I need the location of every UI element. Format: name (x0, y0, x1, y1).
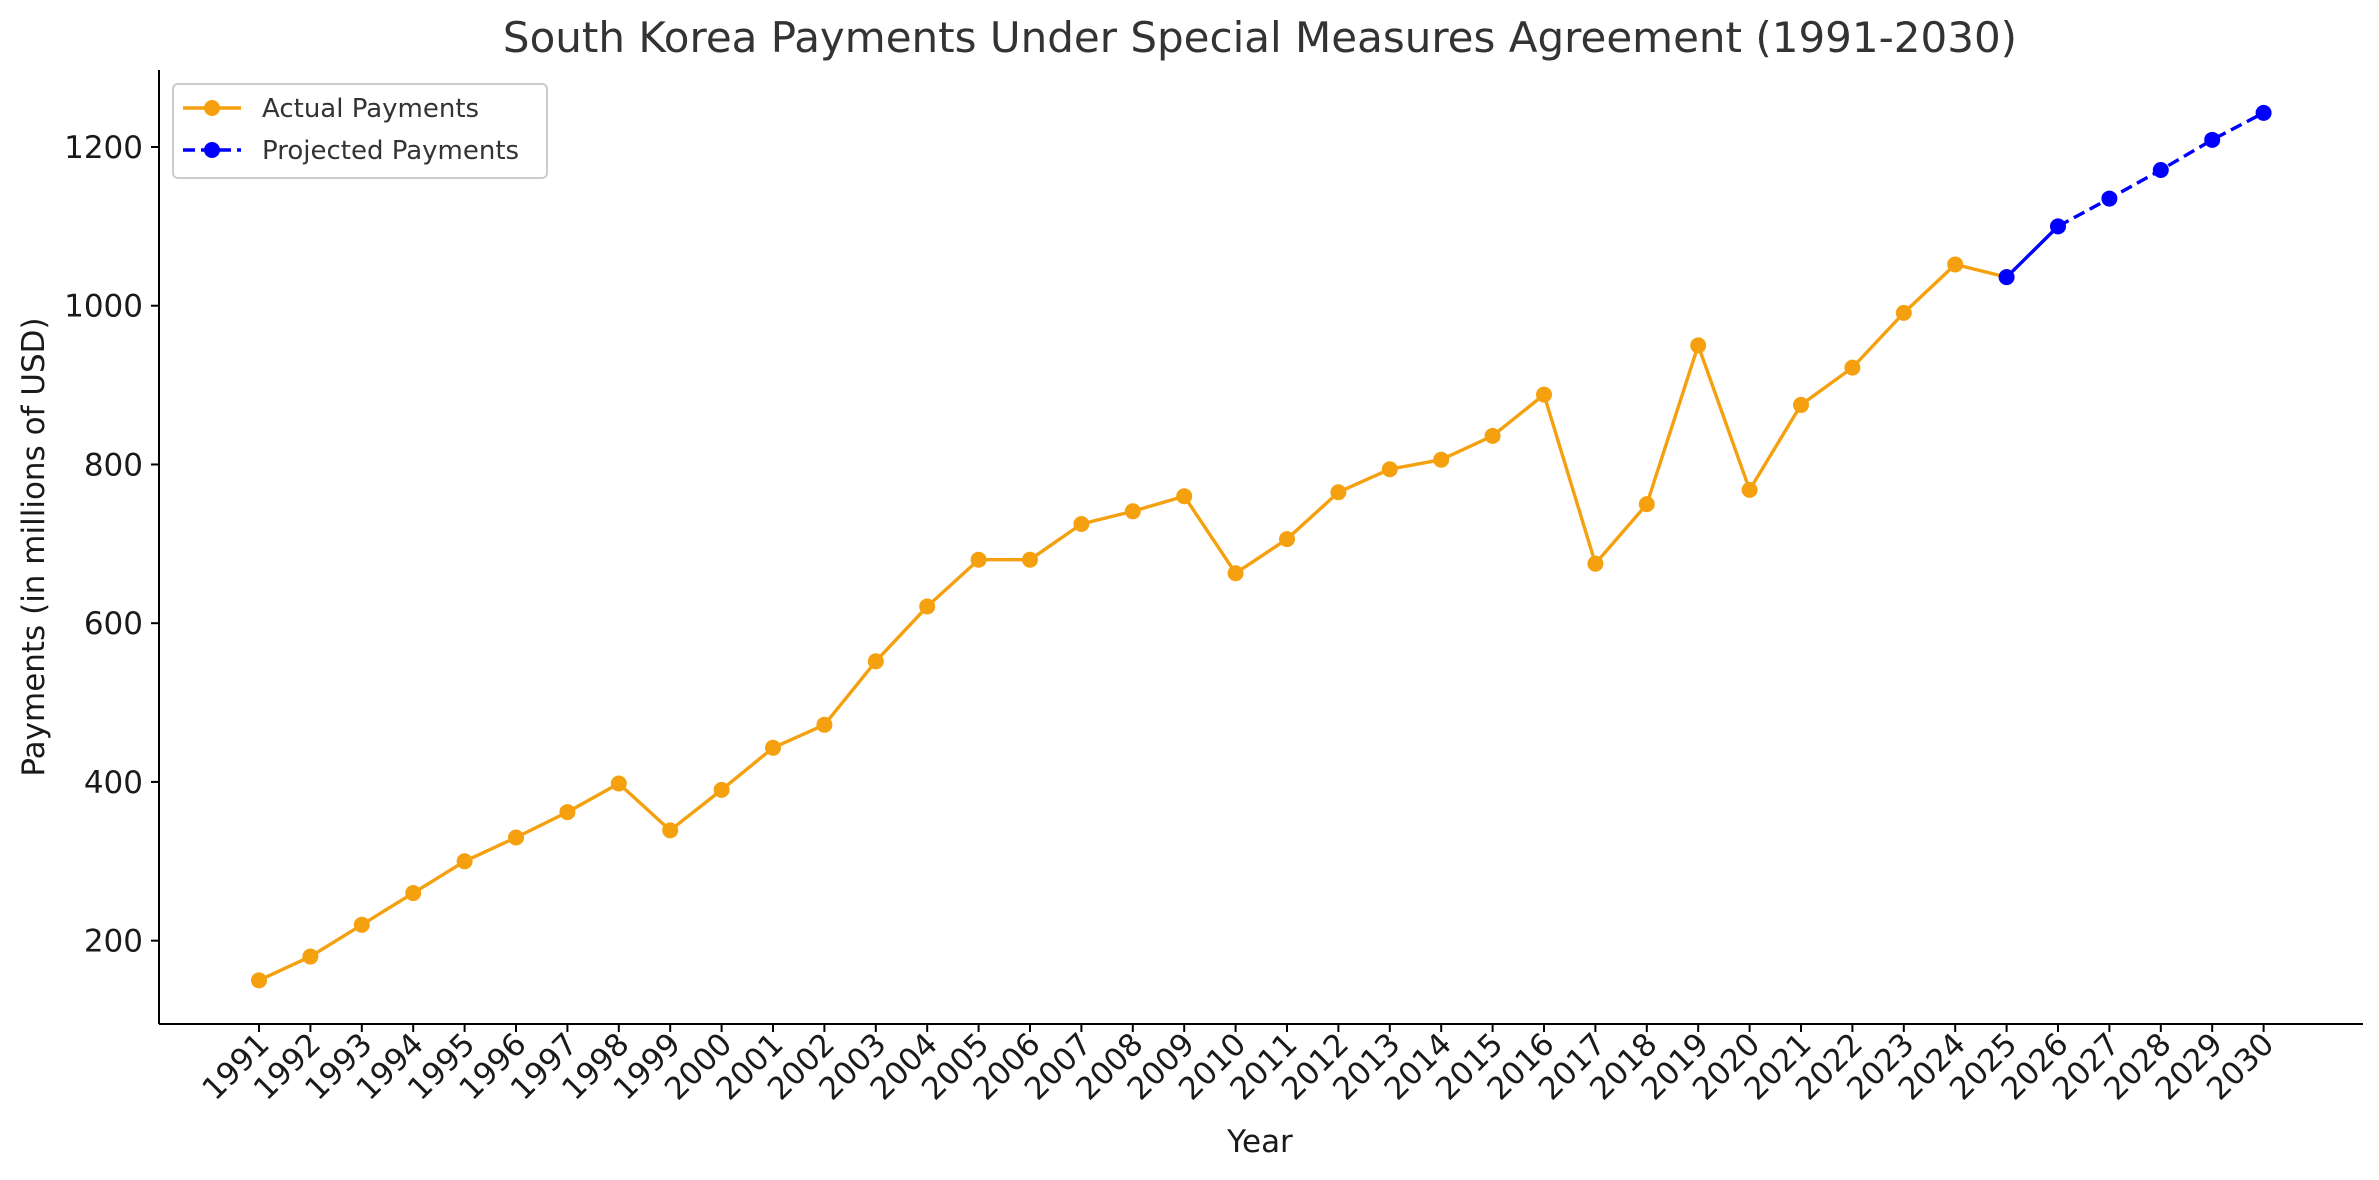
x-axis-ticks: 1991199219931994199519961997199819992000… (195, 1024, 2281, 1107)
actual-payments-point-2023 (1895, 304, 1912, 321)
legend: Actual Payments Projected Payments (172, 83, 548, 179)
actual-payments-point-2019 (1690, 337, 1707, 354)
legend-frame (172, 83, 548, 179)
actual-payments-point-2002 (816, 716, 833, 733)
actual-payments-point-2024 (1947, 256, 1964, 273)
y-tick-label: 600 (84, 606, 143, 642)
actual-payments-point-2021 (1793, 396, 1809, 413)
projected-payments-point-2028 (2152, 162, 2169, 179)
y-axis-label: Payments (in millions of USD) (16, 317, 52, 776)
projected-payments-line-bridge (2005, 225, 2060, 279)
actual-payments-point-2001 (765, 739, 781, 756)
actual-payments-point-2005 (970, 551, 987, 568)
legend-marker-projected (204, 142, 220, 158)
actual-payments-point-1991 (251, 972, 267, 989)
actual-payments-point-2014 (1433, 451, 1450, 468)
plot-area: 200 400 600 800 1000 1200 1991199219931994199… (64, 70, 2363, 1107)
actual-payments-point-1997 (559, 804, 576, 821)
actual-payments-point-2003 (867, 653, 884, 670)
actual-payments-point-2008 (1124, 503, 1141, 520)
actual-payments-point-1996 (508, 829, 524, 846)
projected-payments-point-2025 (1998, 269, 2015, 286)
y-tick-label: 1200 (64, 130, 143, 166)
legend-label-projected: Projected Payments (262, 136, 519, 166)
actual-payments-point-2017 (1587, 555, 1604, 572)
chart-title: South Korea Payments Under Special Measu… (503, 13, 2017, 62)
actual-payments-point-2000 (713, 781, 730, 798)
actual-payments-point-2018 (1638, 496, 1655, 513)
actual-payments-point-1992 (302, 948, 319, 965)
actual-payments-point-1998 (610, 775, 627, 792)
actual-payments-point-2013 (1381, 461, 1398, 478)
actual-payments-point-2004 (919, 598, 936, 615)
actual-payments-point-2022 (1844, 359, 1861, 376)
legend-label-actual: Actual Payments (262, 94, 479, 124)
actual-payments-point-2006 (1022, 551, 1038, 568)
y-tick-label: 1000 (64, 289, 143, 325)
projected-payments-point-2029 (2204, 131, 2221, 148)
actual-payments-point-2009 (1176, 488, 1193, 505)
actual-payments-point-2015 (1484, 427, 1501, 444)
actual-payments-point-2007 (1073, 515, 1090, 532)
legend-marker-actual (204, 100, 220, 116)
actual-payments-point-2016 (1536, 386, 1552, 403)
projected-payments-point-2030 (2255, 104, 2272, 121)
actual-payments-point-1995 (456, 853, 473, 870)
x-axis-label: Year (1226, 1124, 1293, 1160)
series-layer (251, 104, 2272, 989)
y-tick-label: 800 (84, 447, 143, 483)
projected-payments-point-2027 (2101, 190, 2118, 207)
actual-payments-point-1999 (662, 822, 679, 839)
actual-payments-point-2011 (1279, 531, 1295, 548)
y-axis-ticks: 200 400 600 800 1000 1200 (64, 130, 159, 960)
actual-payments-point-2012 (1330, 484, 1347, 501)
y-tick-label: 400 (84, 765, 143, 801)
actual-payments-point-2020 (1741, 481, 1758, 498)
actual-payments-point-1993 (353, 916, 370, 933)
actual-payments-line (258, 262, 2008, 982)
y-tick-label: 200 (84, 924, 143, 960)
projected-payments-point-2026 (2050, 218, 2066, 235)
actual-payments-point-2010 (1227, 565, 1244, 582)
actual-payments-point-1994 (405, 885, 422, 902)
